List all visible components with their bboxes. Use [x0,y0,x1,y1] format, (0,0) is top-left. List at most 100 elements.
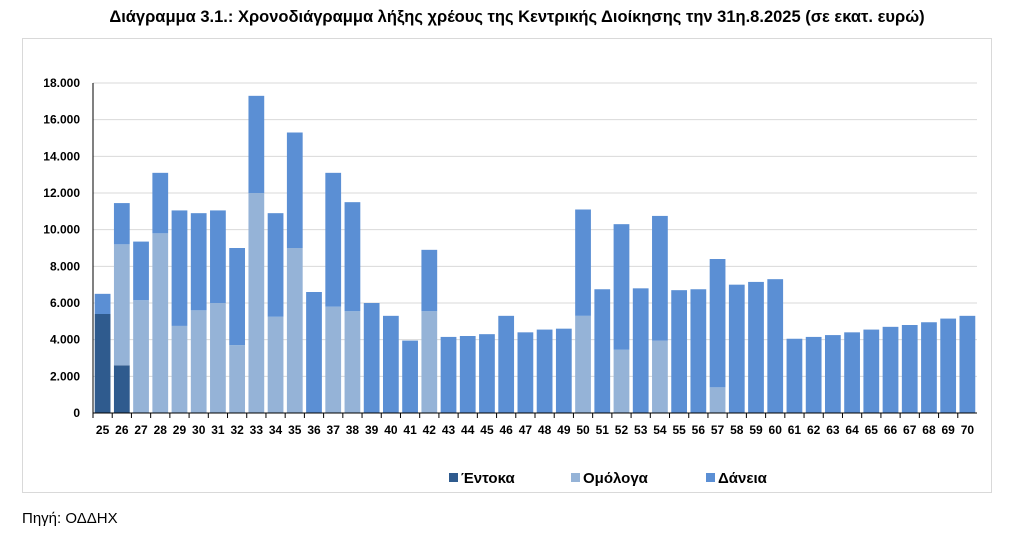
x-tick-label: 67 [903,423,917,437]
bar-segment-daneia-34 [267,213,284,317]
bars [94,95,976,413]
legend-label-daneia: Δάνεια [718,470,768,487]
bar-segment-omologa-52 [613,349,630,413]
bar-segment-daneia-51 [594,289,611,413]
x-tick-label: 44 [461,423,475,437]
x-tick-label: 52 [615,423,629,437]
y-tick-label: 4.000 [50,333,80,347]
bar-segment-daneia-35 [286,132,303,248]
bar-segment-omologa-38 [344,311,361,413]
x-tick-label: 66 [884,423,898,437]
legend-label-entoka: Έντοκα [461,470,515,487]
x-tick-label: 58 [730,423,744,437]
bar-segment-daneia-57 [709,259,726,388]
chart-title: Διάγραμμα 3.1.: Χρονοδιάγραμμα λήξης χρέ… [109,8,925,26]
y-tick-labels: 0 2.000 4.000 6.000 8.000 10.000 12.000 14.000 1… [43,76,80,420]
bar-segment-daneia-28 [152,172,169,234]
bar-segment-daneia-70 [959,315,976,413]
bar-segment-daneia-46 [498,315,515,413]
bar-segment-omologa-57 [709,387,726,413]
x-tick-label: 51 [596,423,610,437]
bar-segment-omologa-32 [229,345,246,413]
y-tick-label: 14.000 [43,149,80,163]
bar-segment-omologa-33 [248,193,265,413]
legend-label-omologa: Ομόλογα [583,470,649,487]
bar-segment-daneia-45 [479,334,495,413]
bar-segment-daneia-69 [940,318,957,413]
x-tick-label: 43 [442,423,456,437]
bar-segment-daneia-42 [421,249,438,312]
legend-swatch-omologa [571,473,580,482]
bar-segment-omologa-50 [575,315,591,413]
bar-segment-omologa-27 [133,300,149,413]
source-note: Πηγή: ΟΔΔΗΧ [22,510,118,527]
x-tick-label: 64 [845,423,859,437]
bar-segment-daneia-65 [863,329,880,413]
x-tick-label: 29 [173,423,187,437]
x-tick-label: 45 [480,423,494,437]
bar-segment-daneia-39 [363,303,380,413]
x-tick-label: 57 [711,423,725,437]
bar-segment-daneia-41 [402,340,418,413]
y-tick-label: 2.000 [50,369,80,383]
bar-segment-daneia-60 [767,279,784,413]
x-tick-label: 36 [307,423,321,437]
bar-segment-daneia-54 [652,215,668,341]
x-tick-label: 39 [365,423,379,437]
x-tick-label: 41 [403,423,417,437]
bar-segment-daneia-25 [94,293,111,314]
x-tick-label: 59 [749,423,763,437]
bar-segment-daneia-67 [901,325,918,413]
bar-segment-daneia-27 [133,241,149,301]
y-tick-label: 18.000 [43,76,80,90]
x-tick-labels: 25 26 27 28 29 30 31 32 33 34 35 36 37 38 39 40 41 42 43 44… [96,423,974,437]
bar-segment-omologa-35 [286,248,303,413]
bar-segment-daneia-63 [824,335,841,413]
bar-segment-daneia-33 [248,95,265,193]
x-tick-label: 69 [941,423,955,437]
x-tick-label: 38 [346,423,360,437]
x-tick-label: 60 [769,423,783,437]
bar-segment-daneia-53 [632,288,649,413]
x-tick-label: 49 [557,423,571,437]
bar-segment-daneia-66 [882,326,899,413]
chart-frame: 0 2.000 4.000 6.000 8.000 10.000 12.000 14.000 1… [22,38,992,493]
x-tick-label: 42 [423,423,437,437]
bar-segment-entoka-26 [113,365,130,413]
bar-segment-daneia-64 [844,332,860,413]
y-tick-label: 12.000 [43,186,80,200]
bar-segment-daneia-29 [171,210,188,326]
bar-segment-daneia-40 [382,315,399,413]
bar-segment-daneia-30 [190,213,207,311]
x-tick-label: 50 [576,423,590,437]
x-tick-label: 47 [519,423,533,437]
x-tick-label: 31 [211,423,225,437]
x-tick-label: 26 [115,423,129,437]
bar-segment-daneia-52 [613,224,630,350]
y-tick-label: 16.000 [43,113,80,127]
bar-segment-daneia-49 [555,328,572,413]
x-tick-label: 30 [192,423,206,437]
bar-segment-daneia-32 [229,248,246,346]
x-tick-label: 33 [250,423,264,437]
x-tick-label: 25 [96,423,110,437]
stacked-bar-chart: 0 2.000 4.000 6.000 8.000 10.000 12.000 14.000 1… [43,76,977,487]
bar-segment-daneia-48 [536,329,553,413]
bar-segment-omologa-31 [210,303,226,413]
bar-segment-daneia-26 [113,203,130,245]
legend-swatch-entoka [449,473,458,482]
bar-segment-daneia-61 [786,338,803,413]
x-tick-label: 46 [499,423,513,437]
legend: Έντοκα Ομόλογα Δάνεια [449,470,768,487]
bar-segment-daneia-47 [517,332,534,413]
bar-segment-omologa-29 [171,325,188,413]
bar-segment-omologa-34 [267,316,284,413]
legend-swatch-daneia [706,473,715,482]
bar-segment-omologa-26 [113,244,130,366]
x-tick-label: 32 [230,423,244,437]
x-tick-label: 48 [538,423,552,437]
x-tick-label: 56 [692,423,706,437]
bar-segment-daneia-58 [728,284,745,413]
x-tick-label: 62 [807,423,821,437]
x-tick-label: 35 [288,423,302,437]
